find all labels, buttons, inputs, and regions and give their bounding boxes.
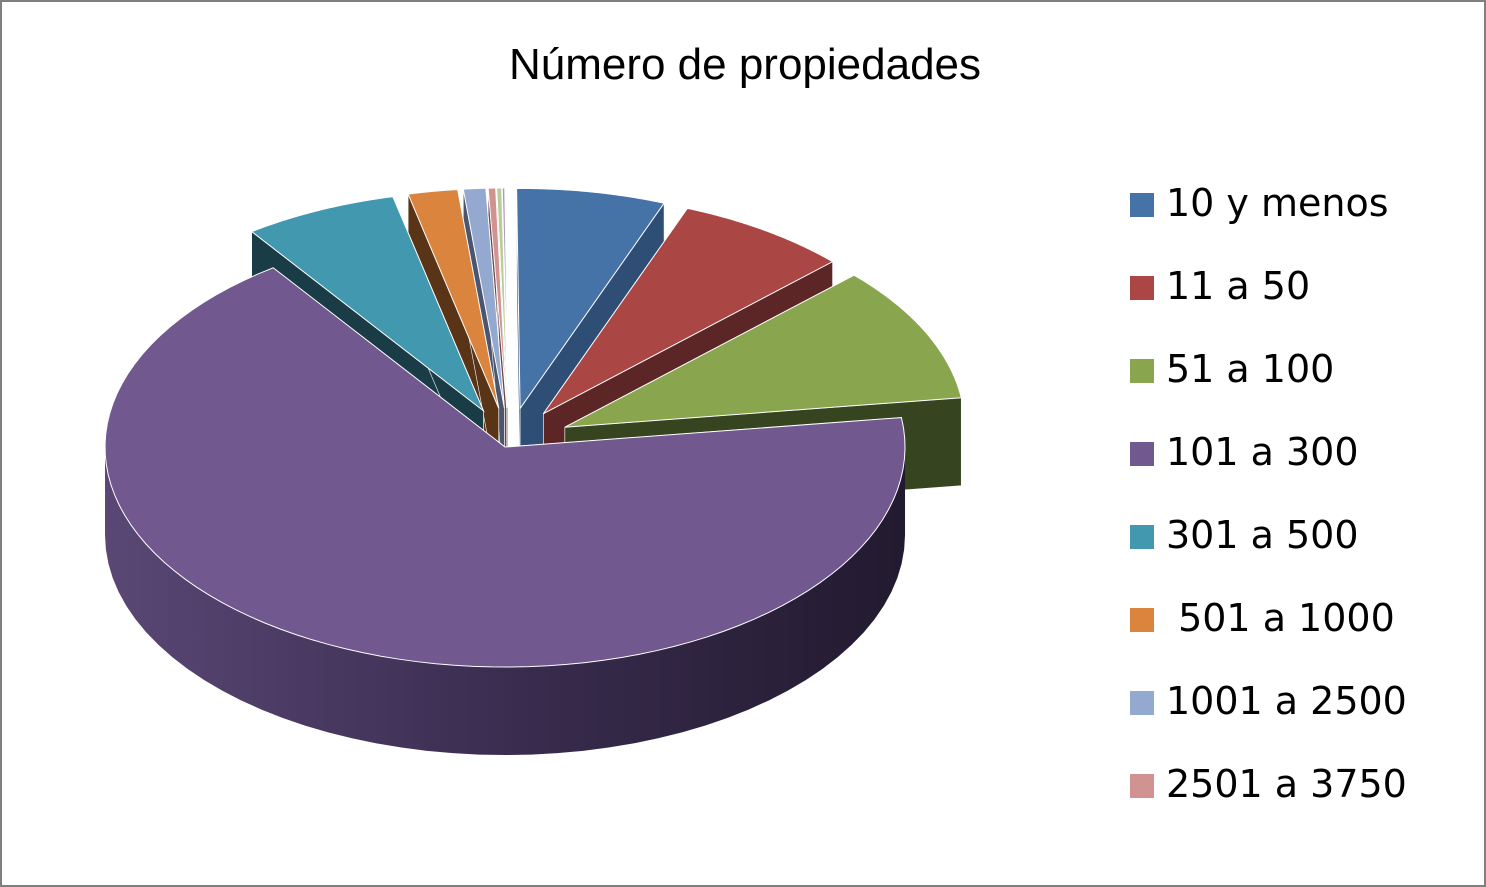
legend-swatch (1130, 774, 1154, 798)
legend-label: 301 a 500 (1166, 513, 1359, 557)
legend-label: 51 a 100 (1166, 347, 1335, 391)
legend-label: 2501 a 3750 (1166, 762, 1407, 806)
pie-slice-top-4 (250, 196, 485, 413)
chart-title: Número de propiedades (508, 40, 982, 89)
pie-slice-3 (104, 267, 906, 756)
legend-label: 501 a 1000 (1166, 596, 1395, 640)
legend-label: 1001 a 2500 (1166, 679, 1407, 723)
legend-swatch (1130, 276, 1154, 300)
legend-label: 11 a 50 (1166, 264, 1311, 308)
legend-swatch (1130, 525, 1154, 549)
pie-slice-top-0 (516, 187, 665, 410)
legend-label: 10 y menos (1166, 181, 1389, 225)
pie-slice-top-2 (564, 274, 962, 428)
legend-label: 101 a 300 (1166, 430, 1359, 474)
pie-slice-top-7 (487, 187, 508, 408)
legend-swatch (1130, 359, 1154, 383)
pie-slice-top-9 (501, 187, 509, 408)
pie-slice-top-3 (104, 267, 906, 668)
legend-swatch (1130, 608, 1154, 632)
pie-slice-top-1 (542, 207, 834, 415)
pie-slice-top-6 (462, 187, 505, 409)
pie-slice-top-5 (407, 189, 500, 409)
legend-swatch (1130, 691, 1154, 715)
legend-swatch (1130, 442, 1154, 466)
pie-slice-top-8 (496, 187, 509, 408)
pie-slice-side-3-0 (105, 447, 906, 756)
legend-swatch (1130, 193, 1154, 217)
